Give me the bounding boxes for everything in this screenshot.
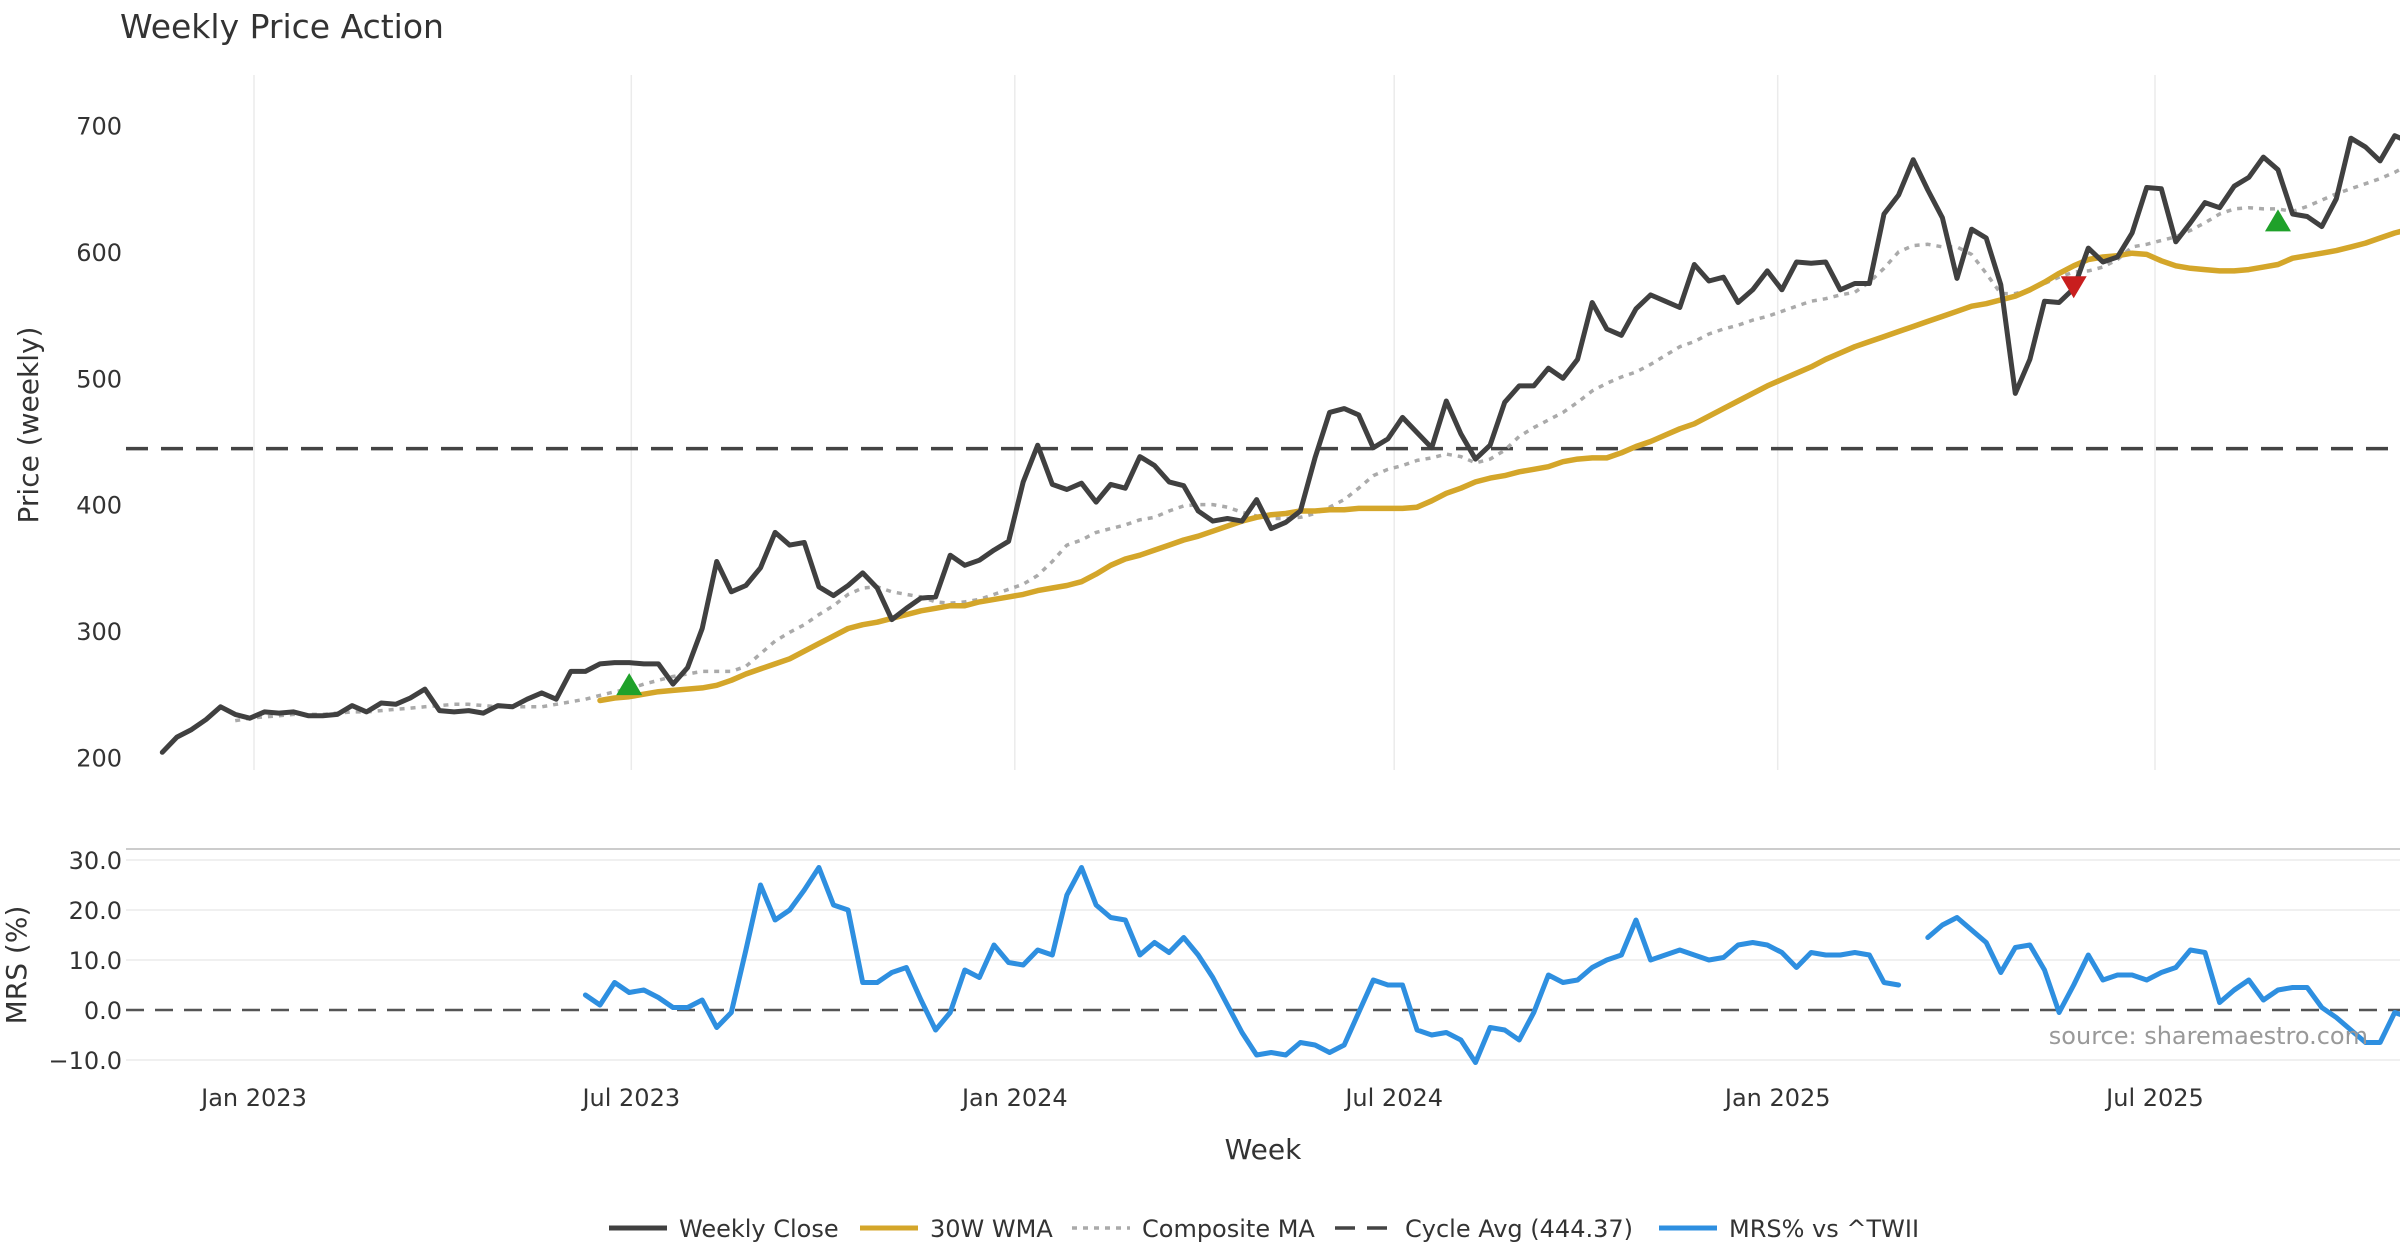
wma-30w-line — [597, 228, 2400, 704]
buy-signal-marker — [2264, 209, 2291, 232]
price-y-tick-label: 500 — [76, 365, 122, 393]
legend-label: Weekly Close — [679, 1215, 839, 1243]
price-y-ticks: 200 300 400 500 600 700 — [76, 113, 122, 773]
legend: Weekly Close 30W WMA Composite MA Cycle Avg… — [609, 1215, 1919, 1243]
x-tick-label: Jul 2024 — [1343, 1084, 1443, 1112]
mrs-y-tick-label: 10.0 — [69, 947, 122, 975]
x-tick-label: Jan 2024 — [960, 1084, 1068, 1112]
price-y-tick-label: 200 — [76, 744, 122, 772]
mrs-series — [582, 865, 2400, 1065]
mrs-y-tick-label: 30.0 — [69, 847, 122, 875]
legend-label: 30W WMA — [930, 1215, 1053, 1243]
source-annotation: source: sharemaestro.com — [2049, 1022, 2368, 1050]
mrs-y-tick-label: 0.0 — [84, 997, 122, 1025]
mrs-panel: −10.0 0.0 10.0 20.0 30.0 MRS (%) source: sha… — [0, 847, 2400, 1075]
mrs-y-tick-label: −10.0 — [48, 1047, 122, 1075]
price-series — [126, 133, 2400, 755]
mrs-line-segment — [1925, 915, 2400, 1045]
legend-label: Cycle Avg (444.37) — [1405, 1215, 1633, 1243]
signal-markers — [616, 209, 2291, 696]
weekly-close-line — [159, 133, 2400, 755]
price-y-tick-label: 600 — [76, 239, 122, 267]
price-y-axis-label: Price (weekly) — [12, 327, 45, 524]
price-y-tick-label: 300 — [76, 618, 122, 646]
price-y-tick-label: 400 — [76, 492, 122, 520]
chart-title: Weekly Price Action — [120, 7, 444, 46]
x-axis-ticks: Jan 2023 Jul 2023 Jan 2024 Jul 2024 Jan 2025… — [199, 1084, 2204, 1112]
x-axis-label: Week — [1225, 1133, 1302, 1166]
sell-signal-marker — [2060, 276, 2087, 299]
legend-label: MRS% vs ^TWII — [1729, 1215, 1919, 1243]
legend-label: Composite MA — [1142, 1215, 1315, 1243]
mrs-y-tick-label: 20.0 — [69, 897, 122, 925]
x-tick-label: Jul 2025 — [2104, 1084, 2204, 1112]
price-y-tick-label: 700 — [76, 113, 122, 141]
mrs-y-ticks: −10.0 0.0 10.0 20.0 30.0 — [48, 847, 122, 1075]
x-tick-label: Jan 2023 — [199, 1084, 307, 1112]
x-tick-label: Jul 2023 — [580, 1084, 680, 1112]
buy-signal-marker — [616, 673, 643, 696]
price-gridlines — [253, 75, 2156, 770]
mrs-y-axis-label: MRS (%) — [0, 906, 33, 1025]
mrs-gridlines — [126, 859, 2400, 1061]
mrs-line-segment — [582, 865, 1902, 1065]
price-panel: 200 300 400 500 600 700 Price (weekly) — [12, 75, 2400, 772]
x-tick-label: Jan 2025 — [1723, 1084, 1831, 1112]
